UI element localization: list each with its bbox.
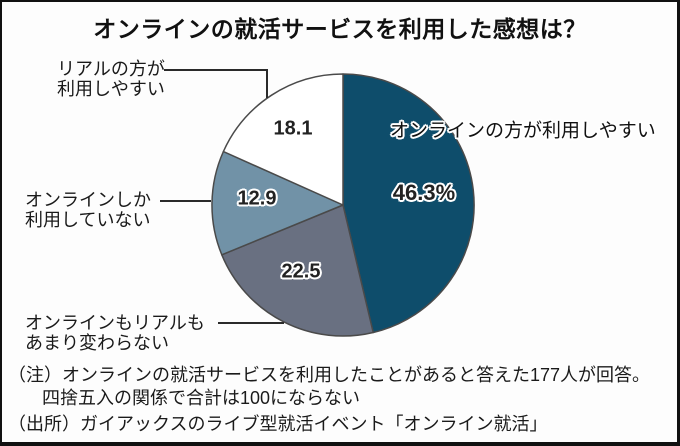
label-no-difference: オンラインもリアルも あまり変わらない [25,313,205,353]
label-online-only: オンラインしか 利用していない [25,190,151,230]
footnote-line2: 四捨五入の関係で合計は100にならない [42,388,361,408]
label-real-easier: リアルの方が 利用しやすい [57,59,165,99]
label-online-only-line2: 利用していない [25,210,151,230]
leader-lines-group [160,69,284,324]
label-online-easier: オンラインの方が利用しやすい [390,120,656,142]
label-no-difference-line1: オンラインもリアルも [25,313,205,333]
footnote-line1: （注）オンラインの就活サービスを利用したことがあると答えた177人が回答。 [8,365,651,385]
pie-slice-3 [211,150,344,256]
label-no-difference-line2: あまり変わらない [25,333,169,353]
pie-slice-2 [221,204,374,337]
source-note: （出所）ガイアックスのライブ型就活イベント「オンライン就活」 [8,414,548,434]
value-online-easier: 46.3% [392,180,456,205]
chart-title: オンラインの就活サービスを利用した感想は？ [93,16,587,42]
pie-slice-1 [342,73,475,334]
label-real-easier-line1: リアルの方が [57,59,165,79]
value-real-easier: 18.1 [273,117,313,140]
value-online-only: 12.9 [237,187,277,210]
leader-line-real-easier [164,69,268,98]
value-no-difference: 22.5 [281,260,321,283]
pie-slice-4 [222,73,344,206]
label-online-only-line1: オンラインしか [25,190,151,210]
label-real-easier-line2: 利用しやすい [57,79,165,99]
pie-slices-group [211,73,475,337]
